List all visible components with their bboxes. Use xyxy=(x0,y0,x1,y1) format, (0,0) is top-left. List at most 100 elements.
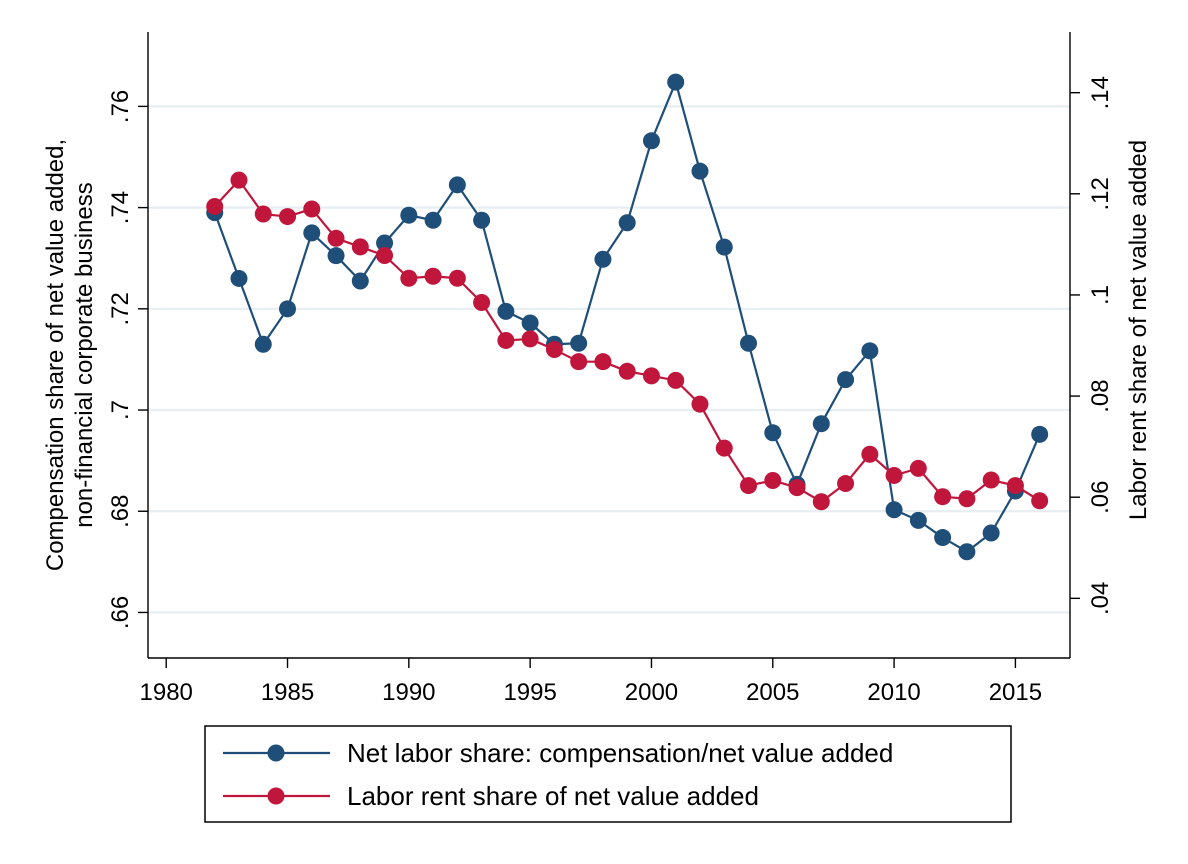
left-tick-label: .74 xyxy=(107,191,134,224)
data-point xyxy=(1031,492,1049,510)
right-axis-title: Labor rent share of net value added xyxy=(1125,140,1152,520)
data-point xyxy=(958,543,976,561)
data-point xyxy=(303,224,321,242)
data-point xyxy=(715,238,733,256)
data-point xyxy=(764,424,782,442)
series-line xyxy=(213,81,1041,553)
data-point xyxy=(740,477,758,495)
data-point xyxy=(885,501,903,519)
data-point xyxy=(715,439,733,457)
left-tick-label: .68 xyxy=(107,495,134,528)
x-tick-label: 1990 xyxy=(382,679,435,706)
left-axis-title-line-2: non-financial corporate business xyxy=(71,182,98,528)
data-point xyxy=(788,479,806,497)
data-point xyxy=(667,371,685,389)
right-tick-label: .08 xyxy=(1087,379,1114,412)
data-point xyxy=(424,211,442,229)
legend-label-1: Net labor share: compensation/net value … xyxy=(347,738,893,768)
series-layer xyxy=(206,73,1049,561)
data-point xyxy=(497,302,515,320)
axes xyxy=(147,32,1071,659)
data-point xyxy=(570,353,588,371)
legend-swatch-marker-1 xyxy=(267,744,285,762)
left-axis-ticks: .66 .68 .7 .72 .74 .76 xyxy=(107,90,148,629)
data-point xyxy=(958,490,976,508)
data-point xyxy=(740,334,758,352)
data-point xyxy=(691,162,709,180)
x-tick-label: 1985 xyxy=(261,679,314,706)
data-point xyxy=(1031,425,1049,443)
x-tick-label: 2010 xyxy=(867,679,920,706)
data-point xyxy=(691,395,709,413)
data-point xyxy=(570,334,588,352)
right-tick-label: .1 xyxy=(1087,285,1114,305)
data-point xyxy=(327,247,345,265)
data-point xyxy=(448,176,466,194)
legend-entry-1: Net labor share: compensation/net value … xyxy=(223,738,893,768)
x-tick-label: 2015 xyxy=(989,679,1042,706)
data-point xyxy=(861,445,879,463)
data-point xyxy=(279,300,297,318)
left-tick-label: .72 xyxy=(107,292,134,325)
data-point xyxy=(594,250,612,268)
x-tick-label: 1995 xyxy=(503,679,556,706)
left-tick-label: .66 xyxy=(107,596,134,629)
data-point xyxy=(521,330,539,348)
data-point xyxy=(424,267,442,285)
right-tick-label: .14 xyxy=(1087,76,1114,109)
data-point xyxy=(642,132,660,150)
data-point xyxy=(376,246,394,264)
data-point xyxy=(303,200,321,218)
right-axis-ticks: .04 .06 .08 .1 .12 .14 xyxy=(1070,76,1114,615)
data-point xyxy=(351,272,369,290)
data-point xyxy=(594,353,612,371)
data-point xyxy=(376,234,394,252)
data-point xyxy=(448,269,466,287)
data-point xyxy=(812,415,830,433)
data-point xyxy=(837,371,855,389)
data-point xyxy=(861,342,879,360)
left-axis-title-line-1: Compensation share of net value added, xyxy=(42,139,69,571)
right-tick-label: .04 xyxy=(1087,582,1114,615)
data-point xyxy=(473,211,491,229)
data-point xyxy=(934,488,952,506)
left-tick-label: .7 xyxy=(107,400,134,420)
data-point xyxy=(934,529,952,547)
right-tick-label: .12 xyxy=(1087,177,1114,210)
data-point xyxy=(667,73,685,91)
data-point xyxy=(254,205,272,223)
data-point xyxy=(909,459,927,477)
right-tick-label: .06 xyxy=(1087,481,1114,514)
data-point xyxy=(400,269,418,287)
legend-swatch-marker-2 xyxy=(267,787,285,805)
data-point xyxy=(473,294,491,312)
data-point xyxy=(764,472,782,490)
data-point xyxy=(837,475,855,493)
data-point xyxy=(982,471,1000,489)
data-point xyxy=(230,171,248,189)
left-tick-label: .76 xyxy=(107,90,134,123)
data-point xyxy=(254,335,272,353)
data-point xyxy=(230,269,248,287)
data-point xyxy=(206,197,224,215)
data-point xyxy=(351,238,369,256)
data-point xyxy=(618,214,636,232)
data-point xyxy=(885,466,903,484)
series-1 xyxy=(206,73,1049,561)
x-tick-label: 2005 xyxy=(746,679,799,706)
data-point xyxy=(812,493,830,511)
data-point xyxy=(521,314,539,332)
data-point xyxy=(497,331,515,349)
gridlines xyxy=(148,105,1070,614)
x-tick-label: 2000 xyxy=(625,679,678,706)
data-point xyxy=(545,341,563,359)
legend-entry-2: Labor rent share of net value added xyxy=(223,781,759,811)
x-tick-label: 1980 xyxy=(140,679,193,706)
series-2 xyxy=(206,171,1049,511)
legend-box xyxy=(204,725,1012,823)
data-point xyxy=(279,208,297,226)
data-point xyxy=(642,367,660,385)
legend-label-2: Labor rent share of net value added xyxy=(347,781,759,811)
data-point xyxy=(909,511,927,529)
